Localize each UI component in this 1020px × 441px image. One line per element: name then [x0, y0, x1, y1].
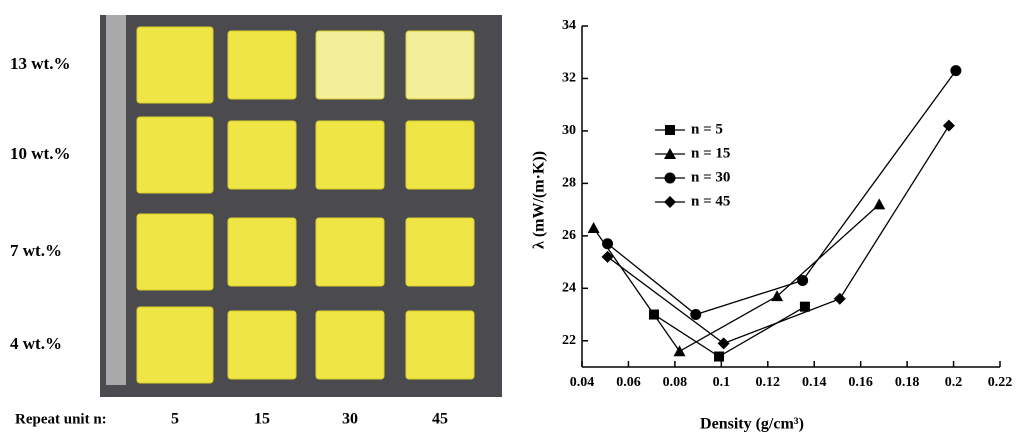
column-label: 30: [342, 411, 358, 428]
marker: [588, 222, 600, 233]
sample: [406, 31, 474, 99]
series-line: [654, 307, 805, 357]
sample: [137, 117, 213, 193]
marker: [602, 251, 614, 263]
sample: [316, 218, 384, 286]
sample: [228, 218, 296, 286]
sample: [316, 121, 384, 189]
marker: [665, 173, 676, 184]
marker: [834, 293, 846, 305]
sample: [316, 31, 384, 99]
marker: [718, 337, 730, 349]
y-axis-label: λ (mW/(m·K)): [531, 151, 548, 249]
x-tick-label: 0.16: [848, 375, 873, 390]
sample: [137, 307, 213, 383]
column-header: Repeat unit n:: [15, 411, 107, 427]
marker: [690, 309, 701, 320]
sample: [406, 121, 474, 189]
column-label: 15: [254, 411, 270, 428]
marker: [714, 352, 724, 362]
x-tick-label: 0.22: [988, 375, 1013, 390]
sample: [406, 218, 474, 286]
row-label: 4 wt.%: [10, 334, 62, 353]
marker: [873, 198, 885, 209]
marker: [950, 65, 961, 76]
ruler: [106, 15, 126, 385]
x-tick-label: 0.12: [756, 375, 781, 390]
y-tick-label: 30: [562, 123, 576, 138]
y-tick-label: 26: [562, 228, 576, 243]
column-label: 45: [432, 411, 448, 428]
y-tick-label: 28: [562, 176, 576, 191]
column-label: 5: [171, 411, 179, 428]
row-label: 7 wt.%: [10, 241, 62, 260]
sample: [228, 31, 296, 99]
marker: [602, 238, 613, 249]
x-tick-label: 0.2: [945, 375, 963, 390]
marker: [674, 345, 686, 356]
legend-label: n = 5: [691, 121, 723, 137]
marker: [797, 275, 808, 286]
legend-label: n = 45: [691, 193, 730, 209]
row-label: 13 wt.%: [10, 54, 70, 73]
x-tick-label: 0.04: [570, 375, 595, 390]
sample: [228, 121, 296, 189]
sample: [137, 27, 213, 103]
marker: [664, 196, 676, 208]
y-tick-label: 24: [562, 281, 576, 296]
figure: Density (g/cm³) λ (mW/(m·K)) Repeat unit…: [0, 0, 1020, 436]
x-tick-label: 0.18: [895, 375, 920, 390]
sample: [137, 214, 213, 290]
sample: [406, 311, 474, 379]
marker: [665, 125, 675, 135]
sample: [316, 311, 384, 379]
x-tick-label: 0.1: [713, 375, 731, 390]
series-line: [608, 71, 956, 315]
x-tick-label: 0.06: [616, 375, 641, 390]
row-label: 10 wt.%: [10, 144, 70, 163]
legend-label: n = 15: [691, 145, 730, 161]
legend-label: n = 30: [691, 169, 730, 185]
sample: [228, 311, 296, 379]
y-tick-label: 32: [562, 71, 576, 86]
marker: [943, 120, 955, 132]
y-tick-label: 22: [562, 333, 576, 348]
y-tick-label: 34: [562, 18, 576, 33]
x-tick-label: 0.08: [663, 375, 688, 390]
x-axis-label: Density (g/cm³): [700, 416, 804, 433]
x-tick-label: 0.14: [802, 375, 827, 390]
